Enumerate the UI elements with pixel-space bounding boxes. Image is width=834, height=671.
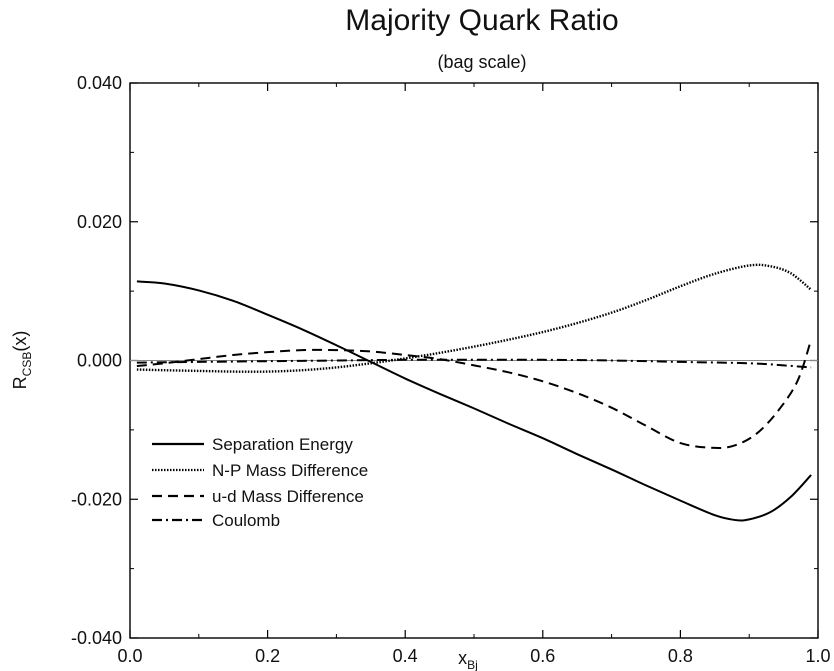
chart-subtitle: (bag scale) (437, 52, 526, 72)
x-tick-label: 0.4 (393, 646, 418, 666)
legend-label-ud-mass-difference: u-d Mass Difference (212, 487, 364, 506)
y-axis-label-main: R (10, 376, 30, 389)
x-tick-label: 1.0 (805, 646, 830, 666)
y-tick-label: 0.040 (77, 73, 122, 93)
x-tick-label: 0.0 (117, 646, 142, 666)
y-tick-label: 0.020 (77, 212, 122, 232)
y-axis-label: RCSB(x) (10, 331, 34, 390)
chart-title: Majority Quark Ratio (345, 4, 618, 37)
legend-label-coulomb: Coulomb (212, 511, 280, 530)
x-axis-label-main: x (458, 648, 467, 668)
legend-label-separation-energy: Separation Energy (212, 435, 353, 454)
series-line-separation-energy (136, 280, 812, 522)
ticks: 0.0 0.2 0.4 0.6 0.8 1.0 -0.040 -0.020 0.000 0.020… (71, 73, 831, 666)
legend-label-np-mass-difference: N-P Mass Difference (212, 461, 368, 480)
x-axis-label: xBj (458, 648, 478, 671)
x-tick-label: 0.2 (255, 646, 280, 666)
y-axis-label-suffix: (x) (10, 331, 30, 352)
series-line-u-d-mass-difference (136, 339, 813, 449)
series-line-coulomb (136, 358, 812, 369)
y-axis-label-sub: CSB (20, 352, 34, 377)
x-tick-label: 0.8 (668, 646, 693, 666)
x-tick-label: 0.6 (530, 646, 555, 666)
series-line-n-p-mass-difference (136, 263, 812, 373)
y-tick-label: -0.040 (71, 628, 122, 648)
series-layer (136, 263, 813, 522)
y-tick-label: 0.000 (77, 351, 122, 371)
legend: Separation Energy N-P Mass Difference u-… (152, 435, 368, 530)
x-axis-label-sub: Bj (467, 658, 478, 671)
y-tick-label: -0.020 (71, 489, 122, 509)
